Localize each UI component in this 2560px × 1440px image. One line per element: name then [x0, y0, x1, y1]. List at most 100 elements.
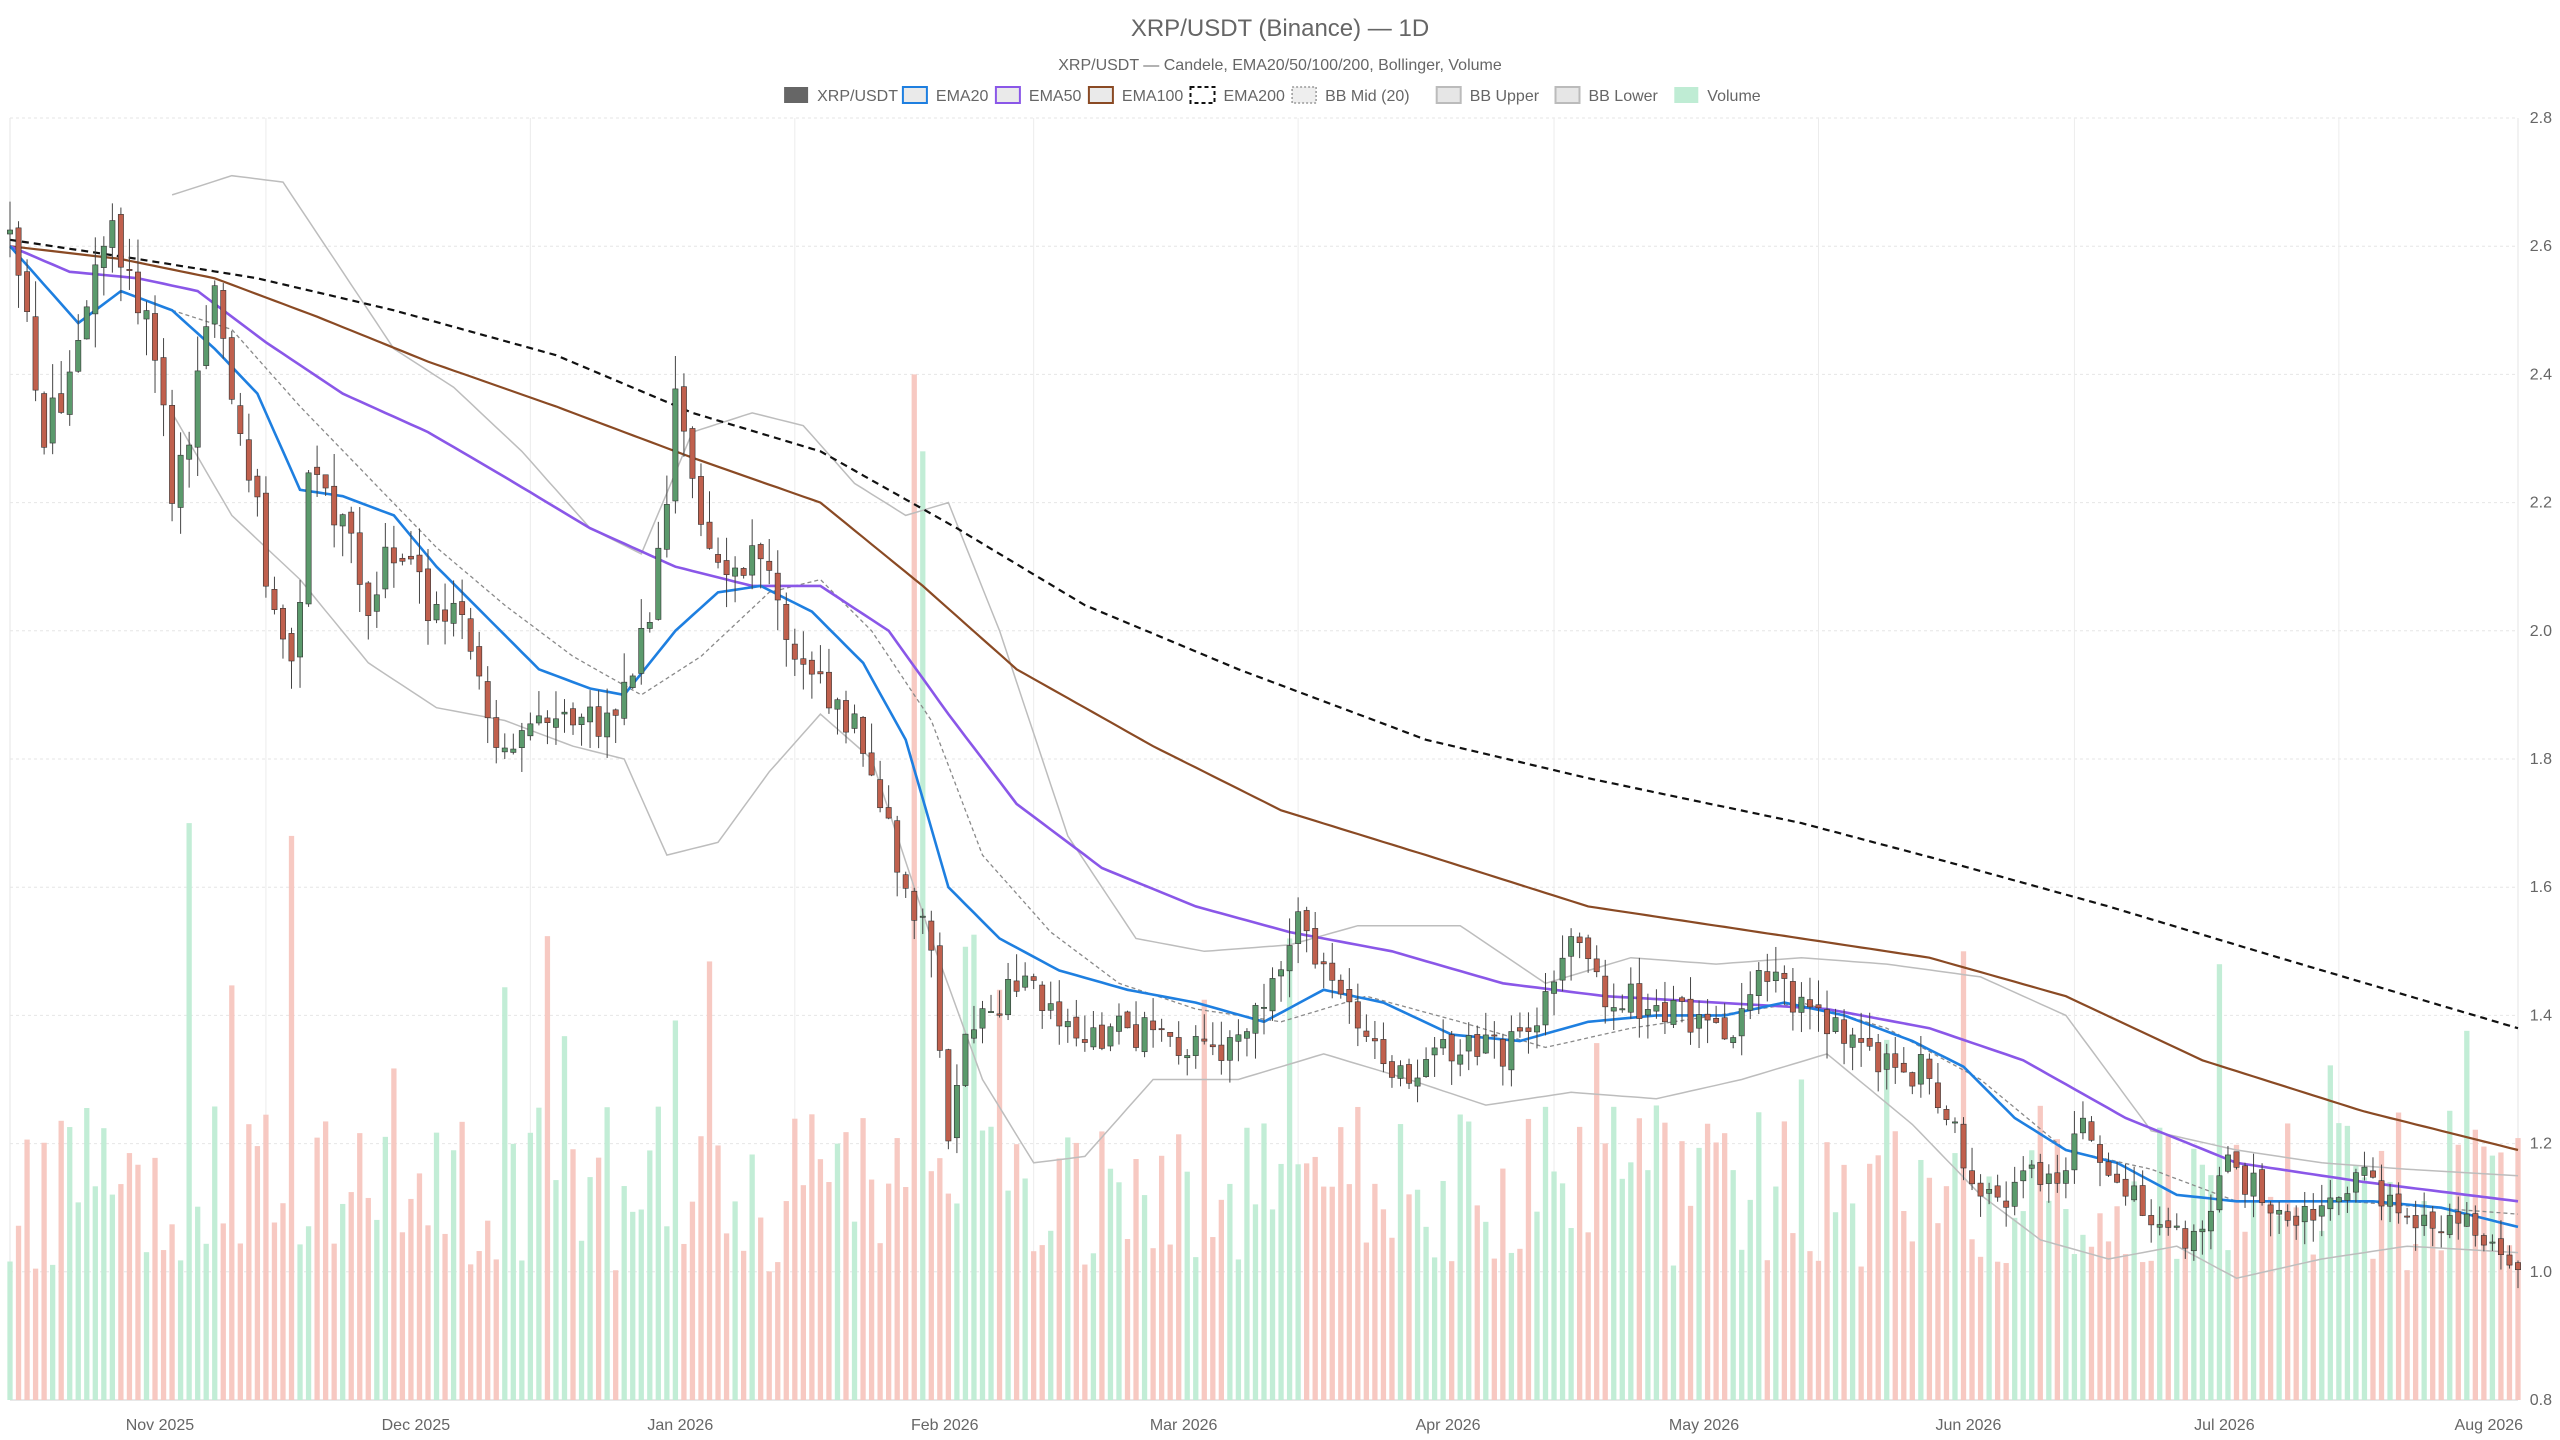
candle-body	[1559, 957, 1566, 981]
candle-body	[1005, 978, 1012, 1016]
legend-item-ema200[interactable]: EMA200	[1189, 86, 1285, 105]
candle-body	[1824, 1009, 1830, 1035]
candle-body	[476, 646, 483, 677]
volume-bar	[2140, 1262, 2146, 1400]
candle-body	[1030, 976, 1037, 981]
volume-bar	[1875, 1155, 1881, 1400]
candle-body	[1841, 1019, 1848, 1044]
volume-bar	[783, 1201, 789, 1400]
volume-bar	[2157, 1127, 2163, 1400]
volume-bar	[834, 1143, 841, 1400]
candle-body	[2344, 1193, 2351, 1201]
volume-bar	[271, 1222, 278, 1400]
volume-bar	[75, 1202, 81, 1400]
volume-bar	[220, 1223, 226, 1400]
volume-bar	[1892, 1131, 1898, 1400]
volume-bar	[613, 1270, 619, 1400]
volume-bar	[246, 1124, 252, 1400]
candle-body	[1619, 1008, 1626, 1011]
candle-body	[2011, 1181, 2018, 1207]
candle-body	[2028, 1164, 2035, 1169]
candle-body	[2062, 1170, 2069, 1184]
volume-bar	[1355, 1106, 1361, 1400]
y-tick-label: 2.4	[2530, 366, 2552, 383]
volume-bar	[553, 1180, 559, 1400]
volume-bar	[979, 1130, 986, 1400]
candle-body	[160, 357, 167, 406]
volume-bar	[1559, 1183, 1566, 1400]
volume-bar	[758, 1217, 764, 1400]
candle-body	[2216, 1175, 2223, 1211]
candle-body	[2446, 1215, 2453, 1235]
candle-body	[646, 622, 653, 629]
candle-body	[92, 264, 99, 315]
candle-body	[2335, 1197, 2342, 1203]
volume-bar	[1210, 1237, 1216, 1400]
candle-body	[1875, 1042, 1882, 1073]
legend-item-ema20[interactable]: EMA20	[901, 86, 989, 105]
candle-body	[433, 604, 440, 621]
volume-bar	[1304, 1163, 1310, 1400]
volume-bar	[826, 1182, 832, 1400]
candle-body	[570, 708, 576, 726]
volume-bar	[800, 1185, 806, 1400]
candle-body	[1670, 1000, 1677, 1025]
volume-bar	[109, 1194, 116, 1400]
candle-body	[1636, 983, 1643, 1019]
candle-body	[501, 747, 508, 753]
candle-body	[1218, 1044, 1225, 1061]
volume-bar	[2327, 1065, 2333, 1400]
legend-swatch	[1435, 86, 1462, 104]
volume-bar	[331, 1243, 337, 1400]
candle-body	[1815, 1004, 1822, 1009]
volume-bar	[1969, 1239, 1975, 1400]
volume-bar	[2131, 1181, 2137, 1400]
legend-item-bbmid[interactable]: BB Mid (20)	[1291, 86, 1410, 105]
candle-body	[1389, 1061, 1395, 1078]
candle-body	[638, 628, 645, 674]
candle-body	[1397, 1065, 1404, 1079]
volume-bar	[1918, 1159, 1924, 1400]
candle-body	[757, 544, 764, 560]
legend-item-volume[interactable]: Volume	[1674, 87, 1761, 105]
legend-item-ema100[interactable]: EMA100	[1087, 86, 1183, 105]
volume-bar	[382, 1136, 388, 1400]
legend-item-bbupper[interactable]: BB Upper	[1435, 86, 1540, 105]
candle-body	[1337, 979, 1344, 995]
y-tick-label: 1.6	[2530, 879, 2552, 896]
candle-body	[527, 723, 534, 737]
volume-bar	[1150, 1248, 1156, 1400]
candle-body	[1764, 971, 1771, 982]
legend-label: BB Lower	[1589, 88, 1659, 105]
volume-bar	[2029, 1150, 2035, 1400]
volume-bar	[766, 1271, 772, 1400]
candle-body	[2429, 1211, 2436, 1229]
volume-bar	[2370, 1258, 2376, 1400]
candle-body	[2173, 1225, 2180, 1228]
volume-bar	[1466, 1121, 1472, 1400]
volume-bar	[2455, 1144, 2461, 1400]
legend-item-ema50[interactable]: EMA50	[994, 86, 1082, 105]
volume-bar	[1722, 1133, 1728, 1400]
volume-bar	[1474, 1205, 1480, 1400]
volume-bar	[2063, 1208, 2069, 1400]
x-axis: Nov 2025 Dec 2025 Jan 2026 Feb 2026 Mar 2026…	[126, 1417, 2523, 1434]
volume-bar	[126, 1153, 133, 1400]
legend-item-bblower[interactable]: BB Lower	[1554, 86, 1659, 105]
candle-body	[288, 633, 295, 662]
candle-body	[1329, 962, 1336, 981]
candle-body	[783, 604, 790, 640]
volume-bar	[288, 835, 295, 1400]
chart-subtitle: XRP/USDT — Candele, EMA20/50/100/200, Bo…	[1058, 57, 1502, 74]
volume-bar	[1227, 1183, 1233, 1400]
candle-body	[1346, 989, 1353, 1003]
volume-bar	[1943, 1186, 1950, 1400]
legend-item-candles[interactable]: XRP/USDT	[784, 87, 898, 105]
volume-bar	[2276, 1215, 2282, 1400]
candle-body	[2003, 1200, 2010, 1208]
volume-bar	[1815, 1260, 1822, 1400]
candle-body	[416, 554, 423, 573]
candles	[7, 201, 2521, 1289]
volume-bar	[1636, 1118, 1642, 1400]
candle-body	[800, 658, 807, 665]
